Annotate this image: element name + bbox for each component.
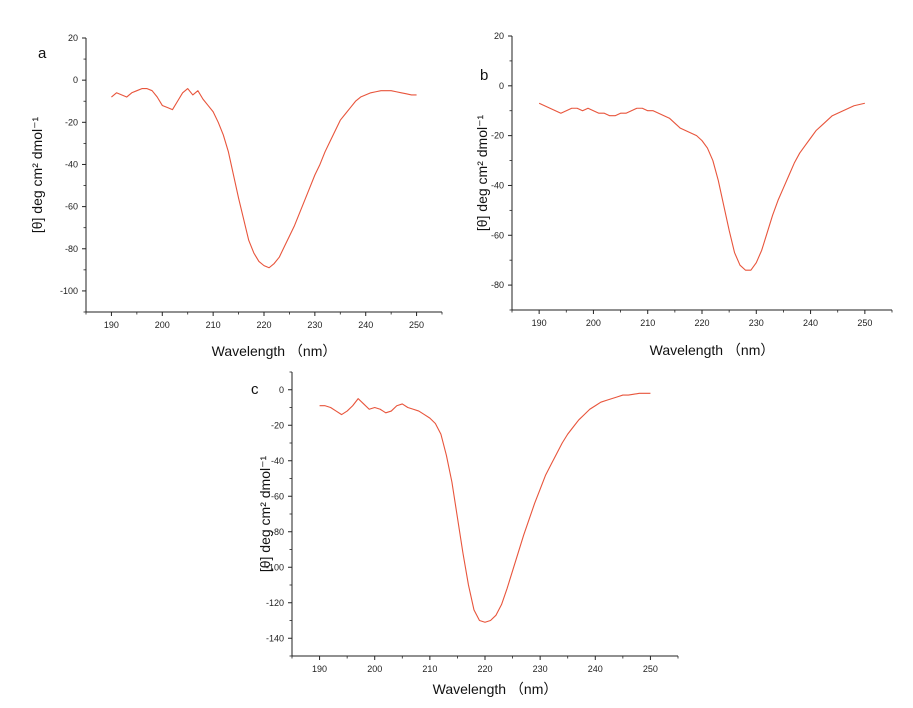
y-tick-label: 0	[279, 385, 284, 395]
x-tick-label: 230	[533, 664, 548, 674]
panel-letter: c	[251, 381, 259, 398]
y-tick-label: 0	[73, 75, 78, 85]
y-tick-label: -40	[65, 159, 78, 169]
y-tick-label: -80	[491, 280, 504, 290]
x-axis-title: Wavelength （nm）	[212, 343, 337, 359]
y-tick-label: -20	[491, 131, 504, 141]
x-tick-label: 190	[532, 318, 547, 328]
x-tick-label: 210	[422, 664, 437, 674]
chart-panel-b: 190 200 210 220 230 240 250200-20-40-60-80bWav…	[474, 31, 893, 358]
y-tick-label: -100	[60, 286, 78, 296]
y-tick-label: -140	[266, 633, 284, 643]
x-tick-label: 250	[409, 320, 424, 330]
y-axis-title: [θ] deg cm² dmol⁻¹	[29, 117, 45, 234]
chart-panel-a: 190 200 210 220 230 240 250200-20-40-60-80-100…	[29, 33, 443, 359]
x-tick-label: 220	[256, 320, 271, 330]
x-tick-label: 200	[367, 664, 382, 674]
x-tick-label: 210	[206, 320, 221, 330]
y-tick-label: -80	[271, 527, 284, 537]
x-tick-label: 240	[803, 318, 818, 328]
x-tick-label: 190	[312, 664, 327, 674]
x-tick-label: 200	[586, 318, 601, 328]
cd-spectrum-line	[319, 392, 651, 623]
x-tick-label: 220	[694, 318, 709, 328]
y-tick-label: -20	[271, 420, 284, 430]
y-tick-label: -100	[266, 562, 284, 572]
y-axis-title: [θ] deg cm² dmol⁻¹	[474, 115, 490, 232]
x-tick-label: 250	[643, 664, 658, 674]
x-tick-label: 250	[857, 318, 872, 328]
y-tick-label: -40	[271, 456, 284, 466]
y-tick-label: 20	[494, 31, 504, 41]
y-tick-label: -120	[266, 598, 284, 608]
x-tick-label: 200	[155, 320, 170, 330]
y-tick-label: -60	[65, 202, 78, 212]
x-axis-title: Wavelength （nm）	[650, 342, 775, 358]
y-tick-label: -60	[271, 491, 284, 501]
y-tick-label: -80	[65, 244, 78, 254]
y-tick-label: -60	[491, 230, 504, 240]
cd-spectrum-line	[111, 88, 417, 269]
chart-panel-c: 190 200 210 220 230 240 250 0 -20 -40 -60 -80 -100 -1…	[251, 371, 679, 697]
x-tick-label: 210	[640, 318, 655, 328]
x-tick-label: 240	[588, 664, 603, 674]
y-tick-label: 0	[499, 81, 504, 91]
x-axis-title: Wavelength （nm）	[433, 681, 558, 697]
panel-letter: a	[38, 45, 47, 62]
x-tick-label: 230	[749, 318, 764, 328]
x-tick-label: 220	[477, 664, 492, 674]
y-tick-label: -40	[491, 180, 504, 190]
x-tick-label: 240	[358, 320, 373, 330]
y-tick-label: -20	[65, 117, 78, 127]
x-tick-label: 190	[104, 320, 119, 330]
y-axis-title: [θ] deg cm² dmol⁻¹	[257, 456, 273, 573]
panel-letter: b	[480, 67, 488, 84]
x-tick-label: 230	[307, 320, 322, 330]
y-tick-label: 20	[68, 33, 78, 43]
cd-spectrum-line	[538, 102, 865, 271]
